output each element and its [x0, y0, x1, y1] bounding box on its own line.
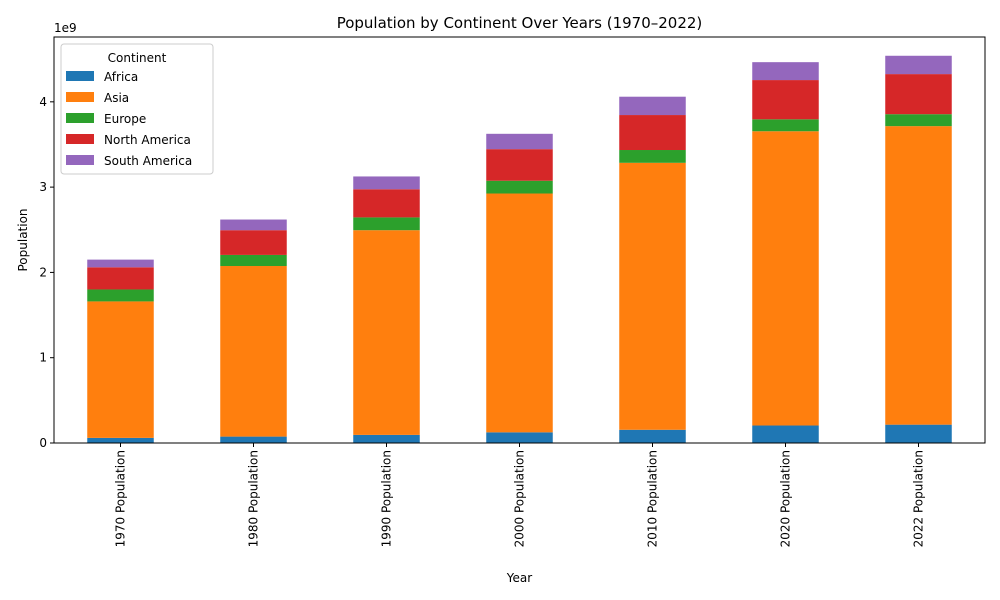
y-tick-label: 0: [39, 436, 47, 450]
legend: Continent Africa Asia Europe North America S…: [60, 43, 214, 175]
bar-south-america-1980: [220, 219, 287, 231]
bar-asia-2022: [885, 126, 952, 425]
legend-label-asia: Asia: [104, 91, 129, 105]
legend-frame: [60, 43, 214, 175]
x-tick-label: 2020 Population: [779, 450, 793, 547]
bar-europe-1970: [87, 289, 154, 302]
bar-europe-2020: [752, 119, 819, 132]
legend-label-south-america: South America: [104, 154, 192, 168]
y-tick-label: 3: [39, 180, 47, 194]
y-axis: 0 1 2 3 4: [39, 95, 54, 450]
x-tick-label: 1990 Population: [380, 450, 394, 547]
x-tick-label: 2000 Population: [513, 450, 527, 547]
legend-swatch-south-america: [66, 155, 94, 165]
bar-north-america-1970: [87, 267, 154, 290]
x-axis-label: Year: [506, 571, 532, 585]
bars-group: [87, 55, 952, 443]
x-tick-label: 2010 Population: [646, 450, 660, 547]
bar-asia-1970: [87, 301, 154, 438]
y-axis-label: Population: [16, 208, 30, 271]
y-tick-label: 1: [39, 351, 47, 365]
bar-asia-2010: [619, 162, 686, 430]
bar-asia-2020: [752, 131, 819, 426]
bar-europe-1980: [220, 254, 287, 267]
legend-label-europe: Europe: [104, 112, 146, 126]
legend-swatch-north-america: [66, 134, 94, 144]
x-tick-label: 1970 Population: [114, 450, 128, 547]
bar-north-america-1980: [220, 230, 287, 255]
x-axis: 1970 Population 1980 Population 1990 Popul…: [114, 443, 926, 547]
x-tick-label: 2022 Population: [912, 450, 926, 547]
bar-north-america-2022: [885, 74, 952, 115]
bar-south-america-2022: [885, 55, 952, 75]
y-axis-multiplier: 1e9: [54, 21, 77, 35]
bar-north-america-2020: [752, 80, 819, 120]
bar-south-america-2010: [619, 96, 686, 116]
x-tick-label: 1980 Population: [247, 450, 261, 547]
bar-south-america-1970: [87, 259, 154, 268]
bar-africa-2020: [752, 425, 819, 443]
bar-south-america-1990: [353, 176, 420, 190]
bar-africa-2000: [486, 432, 553, 443]
legend-label-north-america: North America: [104, 133, 191, 147]
legend-swatch-africa: [66, 71, 94, 81]
bar-europe-2010: [619, 150, 686, 163]
bar-africa-1970: [87, 437, 154, 443]
bar-asia-1990: [353, 230, 420, 435]
legend-swatch-asia: [66, 92, 94, 102]
bar-africa-1980: [220, 436, 287, 443]
bar-south-america-2000: [486, 133, 553, 150]
bar-north-america-2010: [619, 115, 686, 151]
bar-north-america-1990: [353, 189, 420, 218]
y-tick-label: 2: [39, 265, 47, 279]
bar-africa-2022: [885, 424, 952, 443]
bar-africa-2010: [619, 429, 686, 443]
legend-entries: Africa Asia Europe North America South Ameri…: [66, 70, 192, 168]
bar-africa-1990: [353, 434, 420, 443]
bar-asia-2000: [486, 193, 553, 433]
bar-europe-2000: [486, 180, 553, 194]
legend-label-africa: Africa: [104, 70, 138, 84]
legend-title: Continent: [108, 51, 167, 65]
y-tick-label: 4: [39, 95, 47, 109]
bar-europe-2022: [885, 114, 952, 127]
bar-europe-1990: [353, 217, 420, 231]
legend-swatch-europe: [66, 113, 94, 123]
bar-asia-1980: [220, 266, 287, 437]
bar-south-america-2020: [752, 62, 819, 81]
chart-title: Population by Continent Over Years (1970…: [337, 14, 703, 32]
bar-north-america-2000: [486, 149, 553, 181]
